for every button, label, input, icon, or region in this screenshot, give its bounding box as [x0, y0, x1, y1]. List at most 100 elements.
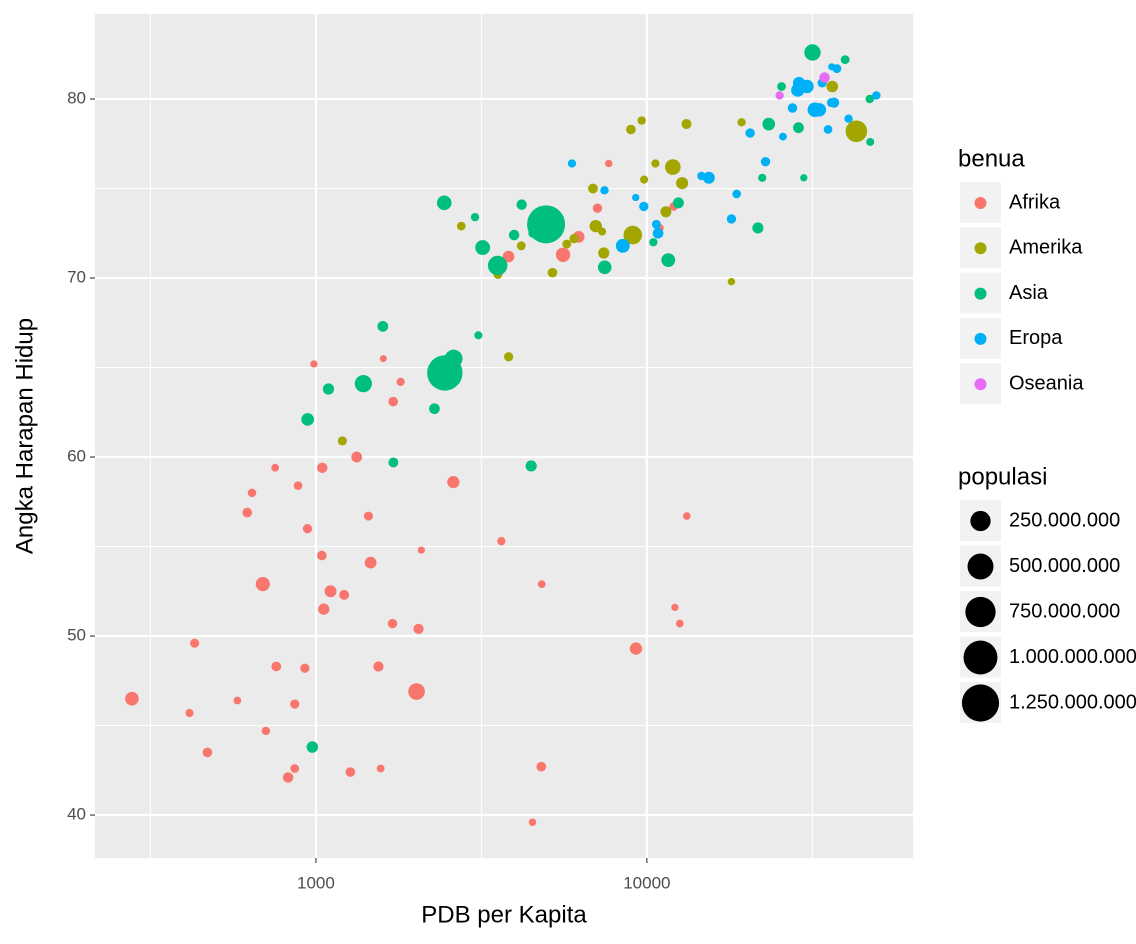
point [516, 241, 526, 251]
legend-label: Amerika [1009, 237, 1083, 259]
point [497, 537, 506, 546]
point [866, 137, 875, 146]
point [447, 475, 460, 489]
point [605, 159, 613, 168]
point [271, 463, 280, 472]
point [300, 663, 310, 673]
legend-label: 1.000.000.000 [1009, 646, 1136, 668]
point [363, 511, 373, 521]
point [829, 97, 840, 108]
point [293, 481, 303, 491]
point [845, 120, 868, 143]
legend-label: Asia [1009, 282, 1049, 304]
point [306, 741, 319, 753]
point [779, 132, 787, 141]
plot-panel [95, 14, 913, 858]
point [373, 661, 384, 672]
point [832, 64, 842, 74]
size-legend-marker [970, 510, 991, 532]
point [819, 72, 830, 83]
point [600, 186, 609, 195]
point [562, 239, 572, 249]
x-tick-label: 1000 [297, 873, 335, 892]
y-tick-label: 50 [67, 626, 86, 645]
point [793, 122, 804, 134]
legend-marker [974, 197, 987, 209]
point [417, 546, 425, 554]
point [872, 91, 881, 100]
point [376, 764, 385, 773]
y-axis-title: Angka Harapan Hidup [11, 318, 38, 554]
point [676, 177, 689, 190]
size-legend-title: populasi [958, 463, 1047, 490]
point [732, 189, 741, 199]
legend-label: 750.000.000 [1009, 600, 1120, 622]
point [388, 457, 399, 468]
point [758, 173, 767, 182]
point [637, 116, 646, 125]
point [354, 375, 372, 393]
x-tick-label: 10000 [623, 873, 670, 892]
point [726, 214, 737, 224]
point [752, 222, 764, 234]
point [247, 488, 257, 498]
point [569, 234, 579, 244]
point [528, 228, 538, 238]
legend-marker [974, 332, 987, 345]
point [681, 119, 692, 130]
point [396, 377, 405, 386]
point [555, 247, 571, 262]
point [516, 199, 527, 210]
point [812, 103, 827, 117]
point [364, 556, 377, 569]
point [474, 331, 483, 340]
point [242, 507, 253, 518]
point [661, 253, 676, 268]
point [351, 451, 363, 463]
point [800, 174, 808, 182]
point [597, 260, 612, 275]
point [282, 772, 294, 783]
size-legend-marker [963, 640, 998, 675]
point [508, 229, 520, 241]
point [475, 240, 491, 256]
legend-title: benua [958, 145, 1025, 172]
legend-marker [974, 287, 987, 300]
point [792, 76, 806, 89]
point [190, 638, 200, 648]
point [623, 225, 643, 245]
point [436, 195, 452, 211]
point [271, 661, 282, 672]
point [470, 212, 480, 222]
point [737, 118, 746, 127]
point [588, 183, 598, 194]
legend-label: Afrika [1009, 191, 1061, 213]
point [639, 201, 649, 212]
point [615, 238, 630, 253]
y-tick-label: 80 [67, 89, 86, 108]
point [255, 577, 270, 592]
y-tick-label: 60 [67, 447, 86, 466]
point [302, 523, 313, 534]
point [233, 696, 242, 705]
point [429, 403, 440, 415]
point [651, 219, 661, 229]
legend-label: Eropa [1009, 327, 1063, 349]
size-legend-marker [961, 684, 1000, 722]
point [804, 44, 821, 61]
legend-label: 250.000.000 [1009, 509, 1120, 531]
point [567, 159, 577, 168]
point [310, 360, 318, 368]
point [660, 206, 672, 218]
point [651, 159, 660, 168]
point [290, 764, 300, 773]
point [456, 221, 466, 231]
point [826, 80, 839, 93]
point [525, 460, 537, 472]
point [261, 726, 271, 736]
point [337, 436, 347, 446]
point [528, 818, 537, 826]
point [787, 103, 798, 113]
point [665, 159, 681, 175]
